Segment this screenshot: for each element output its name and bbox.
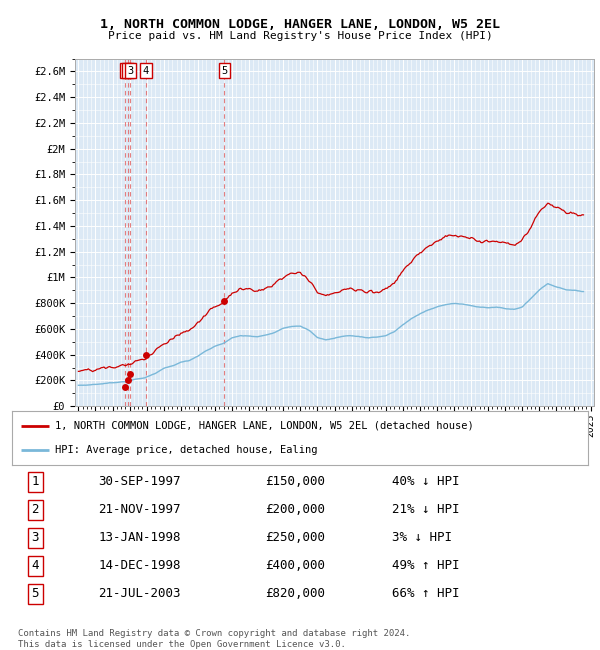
Text: 3: 3 xyxy=(127,66,133,75)
Text: 40% ↓ HPI: 40% ↓ HPI xyxy=(392,475,460,489)
Text: 21-NOV-1997: 21-NOV-1997 xyxy=(98,503,181,516)
Text: 1, NORTH COMMON LODGE, HANGER LANE, LONDON, W5 2EL (detached house): 1, NORTH COMMON LODGE, HANGER LANE, LOND… xyxy=(55,421,474,431)
Text: Price paid vs. HM Land Registry's House Price Index (HPI): Price paid vs. HM Land Registry's House … xyxy=(107,31,493,40)
Text: 30-SEP-1997: 30-SEP-1997 xyxy=(98,475,181,489)
Text: 2: 2 xyxy=(125,66,131,75)
Text: 3% ↓ HPI: 3% ↓ HPI xyxy=(392,532,452,544)
Text: 13-JAN-1998: 13-JAN-1998 xyxy=(98,532,181,544)
Text: 1, NORTH COMMON LODGE, HANGER LANE, LONDON, W5 2EL: 1, NORTH COMMON LODGE, HANGER LANE, LOND… xyxy=(100,18,500,31)
Text: 66% ↑ HPI: 66% ↑ HPI xyxy=(392,588,460,601)
Text: 5: 5 xyxy=(221,66,227,75)
Text: £400,000: £400,000 xyxy=(265,559,325,573)
Text: 4: 4 xyxy=(31,559,39,573)
Text: 4: 4 xyxy=(143,66,149,75)
Text: 1: 1 xyxy=(31,475,39,489)
Text: £250,000: £250,000 xyxy=(265,532,325,544)
Text: £150,000: £150,000 xyxy=(265,475,325,489)
Text: 2: 2 xyxy=(31,503,39,516)
Text: 5: 5 xyxy=(31,588,39,601)
Text: 21% ↓ HPI: 21% ↓ HPI xyxy=(392,503,460,516)
Text: 14-DEC-1998: 14-DEC-1998 xyxy=(98,559,181,573)
Text: £820,000: £820,000 xyxy=(265,588,325,601)
Text: £200,000: £200,000 xyxy=(265,503,325,516)
Text: Contains HM Land Registry data © Crown copyright and database right 2024.
This d: Contains HM Land Registry data © Crown c… xyxy=(18,629,410,649)
Text: HPI: Average price, detached house, Ealing: HPI: Average price, detached house, Eali… xyxy=(55,445,318,456)
Text: 49% ↑ HPI: 49% ↑ HPI xyxy=(392,559,460,573)
Text: 21-JUL-2003: 21-JUL-2003 xyxy=(98,588,181,601)
Text: 1: 1 xyxy=(122,66,128,75)
Text: 3: 3 xyxy=(31,532,39,544)
